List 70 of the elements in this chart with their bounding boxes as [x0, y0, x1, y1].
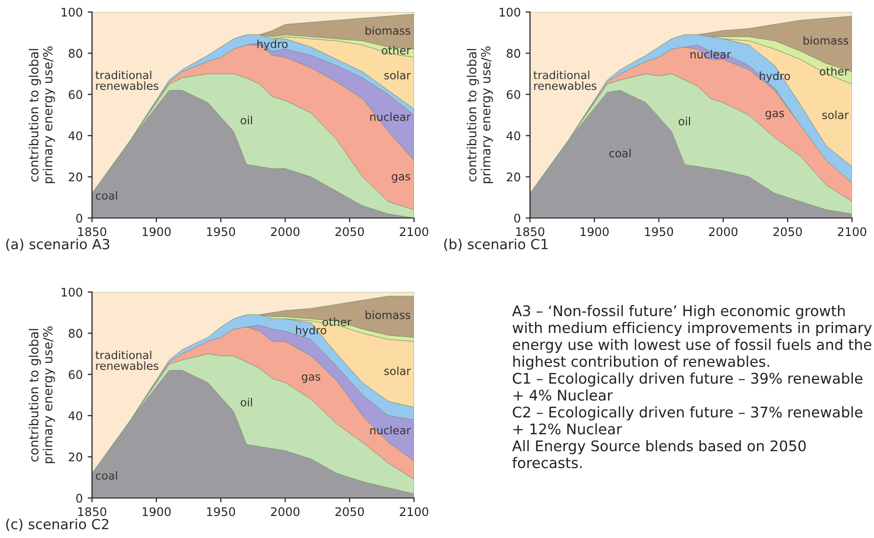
- series-label: solar: [822, 110, 849, 120]
- y-tick-label: 80: [506, 48, 520, 58]
- x-tick-label: 1950: [645, 227, 674, 236]
- y-tick-label: 100: [500, 8, 520, 17]
- text: (b) scenario C1: [444, 238, 548, 251]
- y-tick-label: 100: [62, 8, 82, 17]
- y-tick-label: 80: [68, 48, 82, 58]
- series-label: solar: [384, 366, 411, 376]
- x-tick-label: 2050: [335, 507, 364, 516]
- series-label: other: [322, 318, 352, 326]
- y-tick-label: 40: [68, 131, 82, 140]
- x-tick-label: 1900: [580, 227, 609, 236]
- y-tick-label: 60: [68, 370, 82, 380]
- y-tick-label: 20: [506, 172, 520, 182]
- series-label: nuclear: [370, 112, 411, 121]
- x-tick-label: 2000: [271, 507, 300, 516]
- series-label: oil: [240, 398, 252, 406]
- series-label: traditional renewables: [534, 70, 596, 90]
- y-tick-label: 20: [68, 452, 82, 462]
- series-label: coal: [96, 471, 117, 480]
- series-label: gas: [766, 110, 784, 120]
- text: C1 – Ecologically driven future – 39% renewable + 4% Nuclear: [512, 372, 862, 401]
- y-tick-label: 0: [76, 494, 82, 503]
- x-tick-label: 2050: [335, 227, 364, 236]
- x-tick-label: 2000: [271, 227, 300, 236]
- x-tick-label: 1850: [516, 227, 544, 236]
- series-label: gas: [392, 174, 410, 183]
- x-tick-label: 1900: [142, 507, 171, 516]
- series-label: other: [382, 46, 411, 55]
- y-tick-label: 60: [68, 90, 82, 100]
- y-tick-label: 40: [506, 131, 520, 140]
- series-label: traditional renewables: [96, 70, 158, 90]
- series-label: nuclear: [370, 426, 411, 434]
- series-label: traditional renewables: [96, 350, 158, 370]
- x-tick-label: 1900: [142, 227, 171, 236]
- series-label: other: [820, 66, 849, 76]
- x-tick-label: 2000: [709, 227, 738, 236]
- series-label: biomass: [366, 26, 410, 35]
- y-axis-title: contribution to global primary energy use/%: [28, 326, 55, 464]
- series-label: gas: [302, 374, 320, 383]
- x-tick-label: 2050: [773, 227, 802, 236]
- x-tick-label: 2100: [400, 227, 428, 236]
- y-axis-title: contribution to global primary energy use/%: [28, 46, 55, 184]
- series-label: biomass: [804, 36, 848, 45]
- text: C2 – Ecologically driven future – 37% renewable + 12% Nuclear: [512, 406, 862, 434]
- y-tick-label: 0: [76, 214, 82, 223]
- y-tick-label: 100: [62, 288, 82, 297]
- series-label: coal: [609, 148, 631, 158]
- x-tick-label: 2100: [400, 507, 428, 516]
- y-tick-label: 0: [514, 214, 520, 223]
- x-tick-label: 1850: [78, 227, 106, 236]
- y-tick-label: 80: [68, 328, 82, 338]
- y-axis-title: contribution to global primary energy use/%: [466, 46, 493, 184]
- x-tick-label: 1850: [78, 507, 106, 516]
- y-tick-label: 20: [68, 172, 82, 182]
- text: All Energy Source blends based on 2050 forecasts.: [512, 440, 806, 468]
- series-label: solar: [384, 70, 411, 80]
- series-label: nuclear: [690, 50, 732, 58]
- series-label: oil: [678, 116, 690, 126]
- text: (c) scenario C2: [6, 518, 108, 531]
- text: (a) scenario A3: [6, 238, 110, 251]
- series-label: biomass: [366, 310, 410, 320]
- series-label: coal: [96, 191, 117, 200]
- x-tick-label: 1950: [207, 227, 236, 236]
- y-tick-label: 60: [506, 90, 520, 100]
- x-tick-label: 2100: [838, 227, 866, 236]
- text: A3 – ‘Non-fossil future’ High economic growth with medium efficiency improvements in primary energy use with lowest use of fossil fuels and the highest contribution of renewables.: [512, 305, 872, 370]
- y-tick-label: 40: [68, 411, 82, 420]
- series-label: oil: [240, 116, 252, 124]
- x-tick-label: 1950: [207, 507, 236, 516]
